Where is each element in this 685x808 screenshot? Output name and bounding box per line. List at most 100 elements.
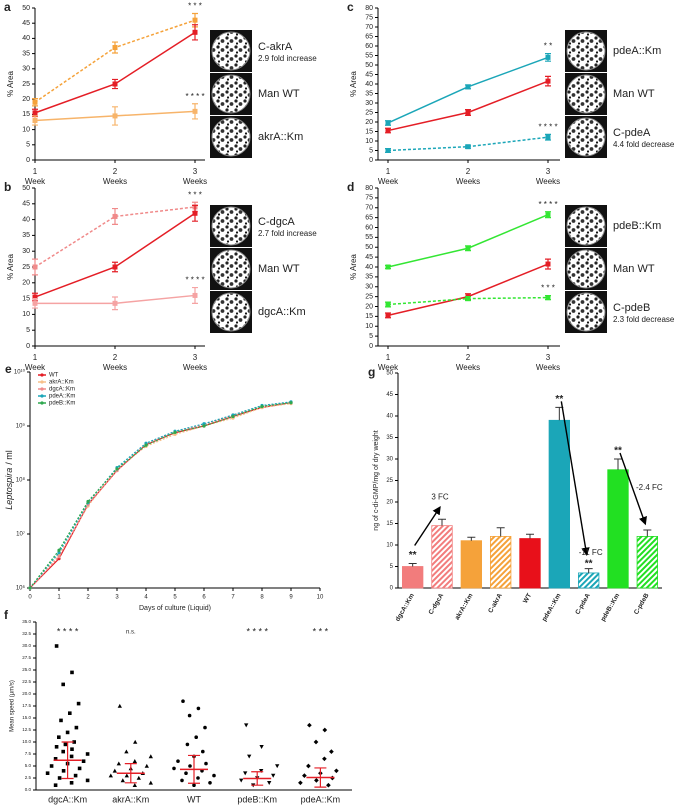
- significance: **: [555, 394, 563, 405]
- point: [314, 778, 319, 783]
- error-bar: [496, 527, 505, 537]
- point: [208, 780, 212, 785]
- x-tick-label: 3 Weeks: [536, 353, 560, 372]
- y-tick-label: 0: [26, 343, 30, 350]
- colony-image: [566, 31, 606, 71]
- point: [81, 759, 86, 763]
- x-tick-label: dgcA::Km: [394, 592, 416, 623]
- y-tick-label: 25: [365, 293, 373, 300]
- y-tick-label: 45: [386, 392, 393, 398]
- point: [69, 754, 74, 759]
- point: [32, 294, 38, 300]
- y-tick-label: 0: [369, 343, 373, 350]
- bar: [460, 540, 483, 589]
- point: [120, 778, 125, 783]
- point: [144, 443, 148, 447]
- y-tick-label: 35: [365, 274, 373, 281]
- point: [116, 761, 121, 766]
- y-tick-label: 10⁶: [16, 585, 26, 592]
- x-tick-label: 0: [28, 595, 32, 601]
- x-tick-label: 2 Weeks: [103, 167, 127, 186]
- point: [132, 783, 137, 787]
- colony-image: [211, 31, 251, 71]
- y-axis-label: % Area: [6, 71, 15, 97]
- y-tick-label: 10⁷: [16, 531, 25, 538]
- error-bar: [408, 562, 417, 567]
- point: [59, 718, 63, 723]
- x-tick-label: 2 Weeks: [456, 167, 480, 186]
- x-tick-label: 9: [289, 595, 293, 601]
- point: [329, 749, 334, 754]
- y-tick-label: 7.5: [25, 751, 32, 756]
- colony-image: [566, 249, 606, 289]
- point: [68, 711, 72, 715]
- sd-bar: [314, 767, 327, 788]
- y-tick-label: 15: [365, 128, 373, 135]
- point: [196, 776, 200, 780]
- panel-letter: f: [4, 608, 9, 622]
- y-tick-label: 20: [22, 280, 30, 287]
- fold-change-note: 2.7 fold increase: [258, 229, 317, 238]
- legend-marker: [40, 394, 44, 398]
- point: [69, 781, 74, 785]
- x-tick-label: WT: [187, 794, 201, 804]
- y-tick-label: 5: [26, 142, 30, 149]
- point: [172, 766, 176, 771]
- series-line: [387, 263, 549, 317]
- y-tick-label: 30: [22, 66, 30, 73]
- x-tick-label: pdeA::Km: [541, 592, 563, 623]
- colony-image: [566, 74, 606, 114]
- point: [144, 763, 149, 768]
- bar: [519, 538, 541, 589]
- point: [112, 113, 118, 119]
- point: [244, 723, 249, 728]
- legend-label: akrA::Km: [49, 380, 74, 386]
- point: [298, 780, 303, 786]
- y-tick-label: 0: [26, 157, 30, 164]
- error-bar: [584, 568, 593, 573]
- legend-marker: [40, 380, 44, 384]
- point: [32, 300, 38, 306]
- y-tick-label: 50: [386, 371, 393, 377]
- point: [148, 780, 153, 785]
- point: [196, 706, 201, 711]
- point: [70, 670, 74, 675]
- point: [57, 776, 62, 780]
- y-tick-label: 20: [22, 96, 30, 103]
- point: [112, 300, 118, 306]
- point: [32, 110, 38, 116]
- fold-change-arrow: [414, 506, 441, 546]
- series-line: [29, 402, 292, 589]
- y-tick-label: 65: [365, 33, 373, 40]
- significance: * * * *: [185, 276, 204, 285]
- significance: * * *: [541, 284, 555, 293]
- point: [247, 754, 252, 759]
- point: [322, 756, 327, 762]
- point: [192, 210, 198, 216]
- x-tick-label: akrA::Km: [454, 592, 475, 621]
- x-tick-label: C-akrA: [487, 592, 504, 614]
- point: [259, 769, 264, 773]
- significance: * * * *: [185, 92, 204, 101]
- fold-change-label: -2.4 FC: [636, 483, 663, 492]
- point: [76, 701, 81, 706]
- point: [108, 773, 113, 778]
- point: [201, 749, 205, 754]
- point: [63, 742, 68, 747]
- point: [260, 404, 264, 409]
- y-tick-label: 55: [365, 234, 373, 241]
- point: [148, 754, 153, 759]
- y-tick-label: 50: [22, 185, 30, 192]
- y-tick-label: 80: [365, 5, 373, 12]
- y-tick-label: 17.5: [22, 703, 31, 708]
- y-tick-label: 45: [22, 20, 30, 27]
- y-tick-label: 45: [22, 201, 30, 208]
- point: [465, 144, 471, 150]
- y-tick-label: 40: [22, 35, 30, 42]
- legend-label: Man WT: [613, 263, 655, 275]
- point: [112, 45, 118, 51]
- point: [385, 120, 391, 126]
- point: [192, 17, 198, 23]
- y-tick-label: 35.0: [22, 619, 31, 624]
- colony-image: [566, 117, 606, 157]
